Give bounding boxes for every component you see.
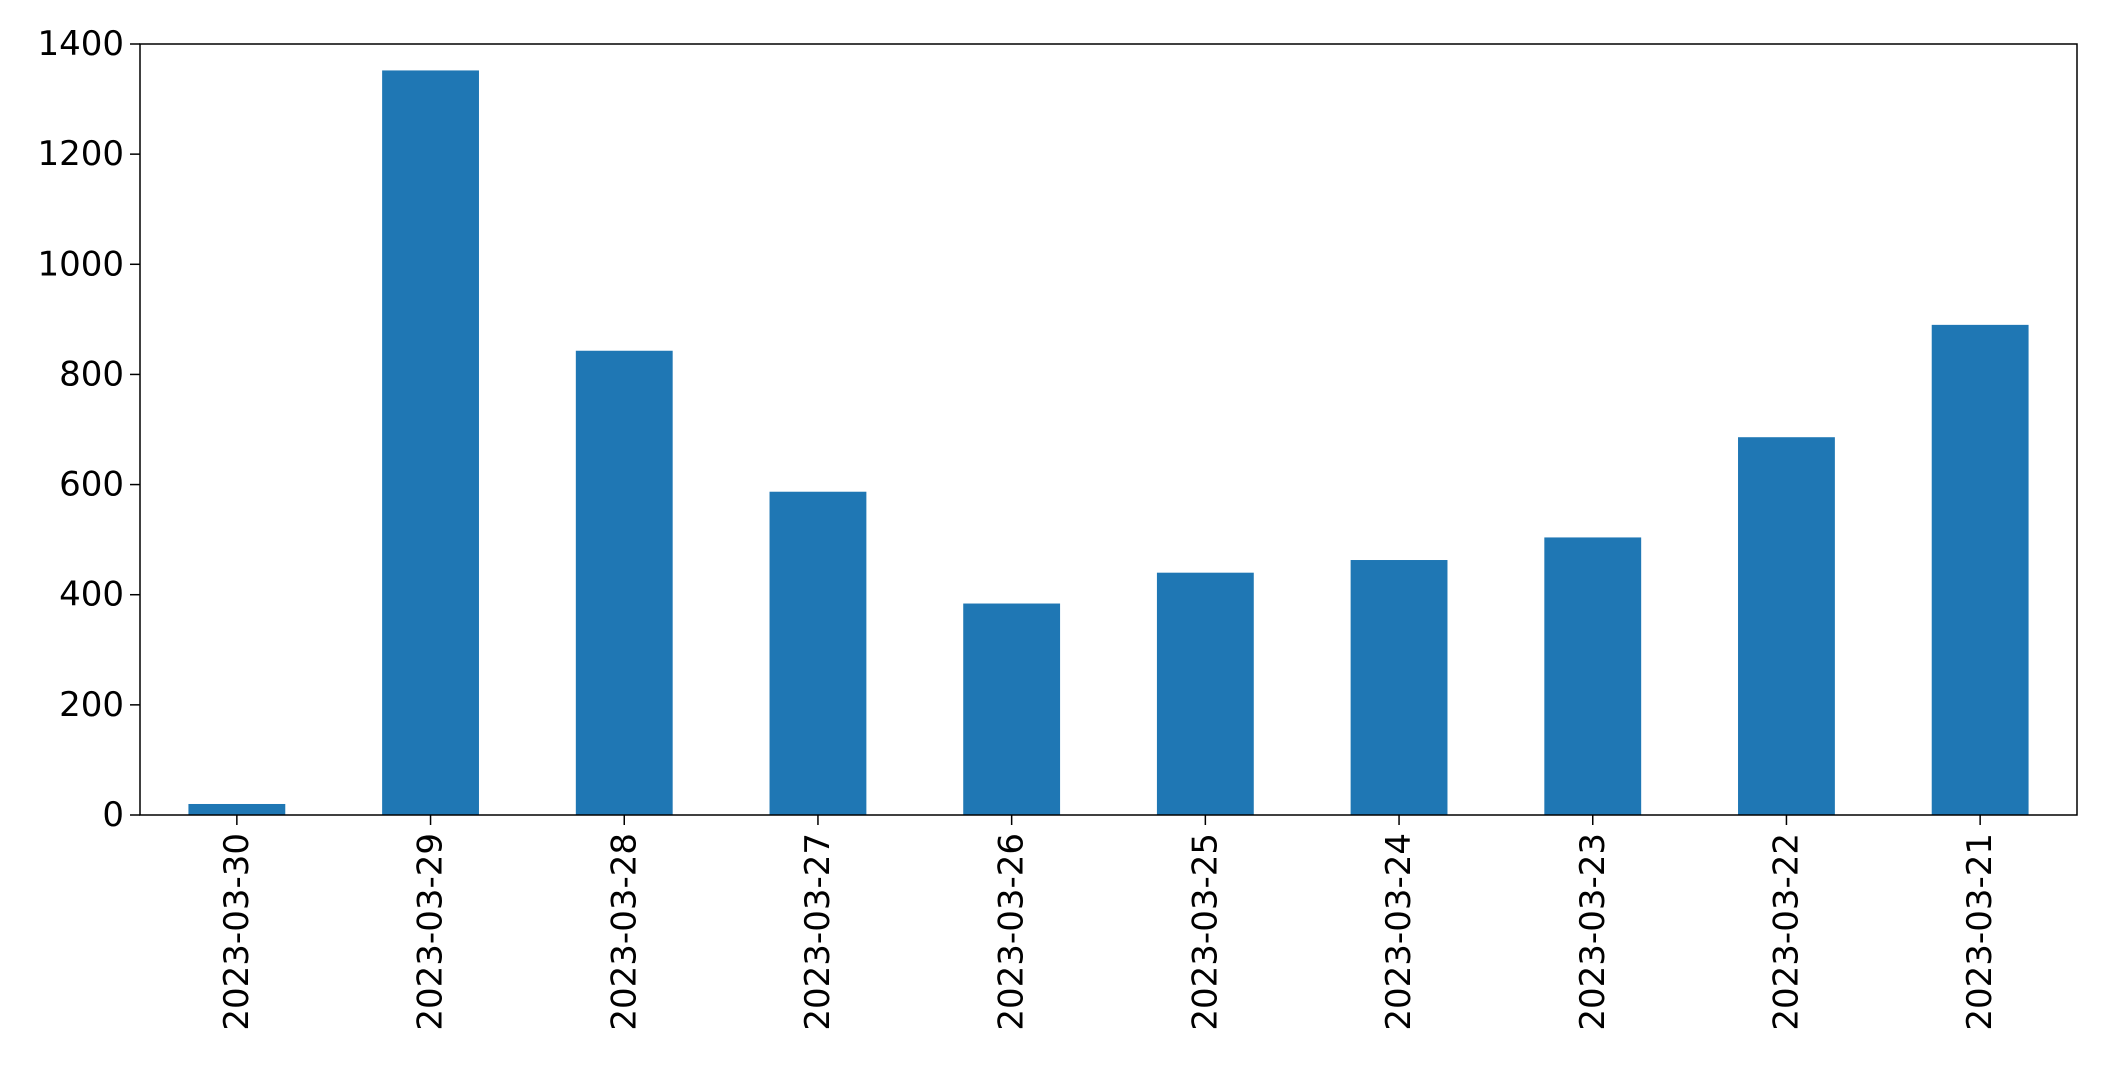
bar-2023-03-22 <box>1738 437 1835 815</box>
bars-layer <box>188 70 2029 816</box>
y-tick-label: 1000 <box>37 244 124 284</box>
y-tick-label: 1200 <box>37 134 124 174</box>
x-tick-label: 2023-03-27 <box>798 833 838 1031</box>
x-tick-label: 2023-03-30 <box>217 833 257 1031</box>
bar-2023-03-28 <box>575 350 673 815</box>
bar-2023-03-24 <box>1350 560 1448 815</box>
y-tick-label: 1400 <box>37 24 124 64</box>
bar-2023-03-25 <box>1156 572 1254 815</box>
bar-2023-03-23 <box>1544 537 1642 815</box>
bar-2023-03-26 <box>963 603 1061 815</box>
x-tick-label: 2023-03-23 <box>1573 833 1613 1031</box>
x-tick-label: 2023-03-24 <box>1379 833 1419 1031</box>
y-tick-label: 600 <box>59 465 124 505</box>
bar-2023-03-30 <box>188 803 286 815</box>
y-tick-label: 200 <box>59 685 124 725</box>
y-axis: 0 200 400 600 800 1000 1200 1400 <box>37 24 140 835</box>
bar-2023-03-21 <box>1931 324 2029 815</box>
y-tick-label: 0 <box>102 795 124 835</box>
y-tick-label: 400 <box>59 575 124 615</box>
x-tick-label: 2023-03-22 <box>1766 833 1806 1031</box>
x-tick-label: 2023-03-25 <box>1185 833 1225 1031</box>
x-tick-label: 2023-03-28 <box>604 833 644 1031</box>
x-tick-label: 2023-03-21 <box>1960 833 2000 1031</box>
x-axis: 2023-03-30 2023-03-29 2023-03-28 2023-03-27… <box>217 815 2000 1031</box>
x-tick-label: 2023-03-26 <box>992 833 1032 1031</box>
x-tick-label: 2023-03-29 <box>411 833 451 1031</box>
y-tick-label: 800 <box>59 354 124 394</box>
plot-area-frame <box>139 43 2078 816</box>
bar-2023-03-29 <box>382 70 479 816</box>
bar-2023-03-27 <box>769 491 867 815</box>
